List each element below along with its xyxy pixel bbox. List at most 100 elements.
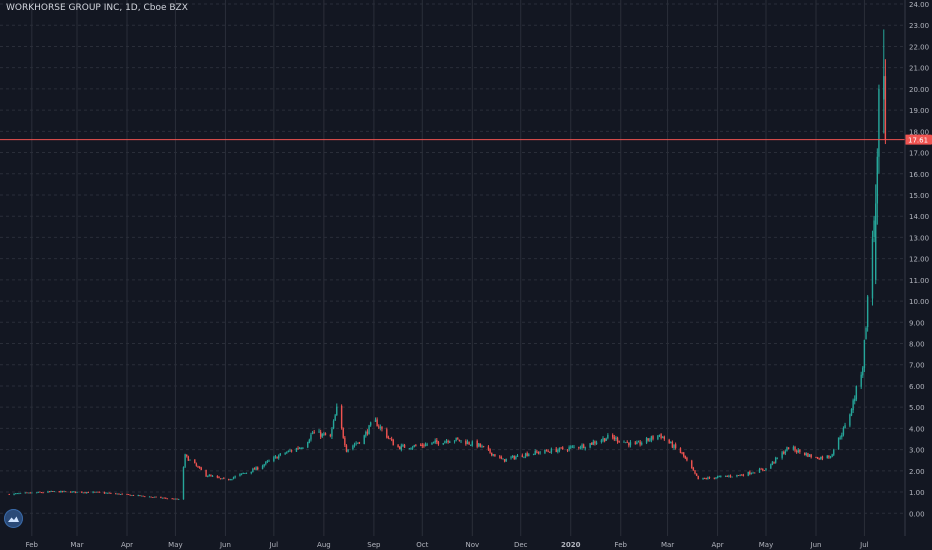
candle-body — [828, 455, 830, 458]
candle-body — [682, 452, 685, 457]
candle-body — [245, 472, 248, 474]
candle-body — [127, 494, 130, 495]
candle-body — [637, 441, 640, 443]
candle-body — [686, 457, 688, 461]
candle-body — [839, 437, 841, 439]
candle-body — [47, 491, 49, 493]
candle-body — [539, 452, 541, 454]
candle-body — [516, 455, 519, 457]
candle-body — [602, 438, 604, 441]
candle-body — [173, 498, 175, 500]
candle-body — [200, 467, 202, 471]
candle-body — [674, 444, 677, 448]
candle-body — [40, 492, 43, 494]
candle-body — [289, 450, 291, 452]
candle-body — [820, 456, 822, 460]
candle-body — [883, 76, 885, 100]
candle-body — [444, 441, 446, 444]
candle-body — [300, 448, 302, 450]
y-tick-label: 20.00 — [909, 86, 929, 94]
candle-body — [18, 493, 20, 495]
candle-body — [27, 492, 30, 494]
candle-body — [98, 491, 101, 493]
y-tick-label: 11.00 — [909, 277, 929, 285]
candle-body — [392, 439, 394, 446]
candle-body — [234, 476, 236, 478]
candle-body — [850, 409, 853, 416]
tradingview-logo-icon[interactable] — [4, 509, 23, 528]
candle-body — [447, 440, 449, 443]
candle-body — [771, 461, 774, 465]
candle-body — [144, 496, 146, 498]
price-axis[interactable]: 0.00 1.00 2.00 3.00 4.00 5.00 6.00 7.00 8.00 9.00… — [904, 0, 929, 536]
candle-body — [60, 490, 62, 493]
x-tick-label: Apr — [121, 541, 133, 549]
candle-body — [641, 443, 643, 445]
candle-body — [855, 386, 858, 400]
candle-body — [390, 439, 393, 440]
candle-body — [582, 444, 585, 448]
candle-body — [345, 445, 348, 452]
candle-body — [208, 475, 211, 477]
candle-body — [344, 437, 346, 446]
last-price-marker: 17.61 — [0, 134, 932, 145]
x-tick-label: Feb — [26, 541, 39, 549]
candle-body — [358, 442, 361, 444]
candle-body — [624, 442, 627, 444]
candle-body — [297, 448, 299, 449]
candle-body — [336, 406, 338, 415]
candle-body — [39, 491, 41, 493]
candle-body — [265, 461, 267, 465]
candle-body — [513, 456, 515, 459]
candle-body — [432, 441, 435, 443]
candle-body — [702, 477, 704, 480]
candle-body — [244, 473, 246, 474]
candle-body — [713, 477, 716, 479]
candle-body — [229, 479, 231, 481]
candle-body — [873, 220, 875, 238]
candle-body — [515, 456, 517, 459]
candle-body — [639, 441, 641, 445]
candle-body — [492, 454, 494, 456]
candle-body — [137, 495, 140, 496]
candle-body — [73, 491, 75, 493]
candle-body — [544, 449, 546, 454]
candle-body — [131, 495, 133, 496]
candle-body — [110, 493, 112, 494]
candle-body — [108, 492, 110, 494]
candle-body — [52, 491, 54, 493]
candle-body — [397, 444, 399, 448]
candle-body — [460, 440, 462, 442]
x-tick-label: Sep — [367, 541, 381, 549]
candle-body — [115, 493, 117, 495]
candle-body — [581, 444, 583, 449]
candle-body — [760, 468, 762, 470]
candle-body — [692, 468, 695, 471]
y-tick-label: 7.00 — [909, 362, 925, 370]
candle-body — [502, 458, 504, 460]
candle-body — [487, 446, 490, 450]
candle-body — [426, 444, 428, 446]
x-tick-label: Jun — [810, 541, 822, 549]
candle-body — [302, 447, 304, 449]
candle-body — [284, 453, 286, 454]
candle-body — [776, 457, 778, 459]
y-tick-label: 9.00 — [909, 319, 925, 327]
y-tick-label: 1.00 — [909, 489, 925, 497]
time-axis[interactable]: Feb Mar Apr May Jun Jul Aug Sep Oct Nov Dec 2020 Feb… — [26, 541, 869, 549]
candle-body — [628, 442, 630, 446]
candle-body — [176, 498, 178, 500]
last-price-badge — [905, 134, 932, 145]
y-tick-label: 8.00 — [909, 341, 925, 349]
candle-body — [277, 455, 280, 459]
chart-title: WORKHORSE GROUP INC, 1D, Cboe BZX — [6, 3, 188, 13]
candle-body — [16, 493, 18, 495]
candle-body — [94, 491, 96, 493]
candle-body — [298, 447, 301, 449]
candle-body — [150, 496, 152, 498]
candle-body — [684, 455, 687, 459]
candle-body — [198, 466, 201, 468]
candle-body — [219, 478, 222, 480]
candle-body — [623, 441, 625, 443]
